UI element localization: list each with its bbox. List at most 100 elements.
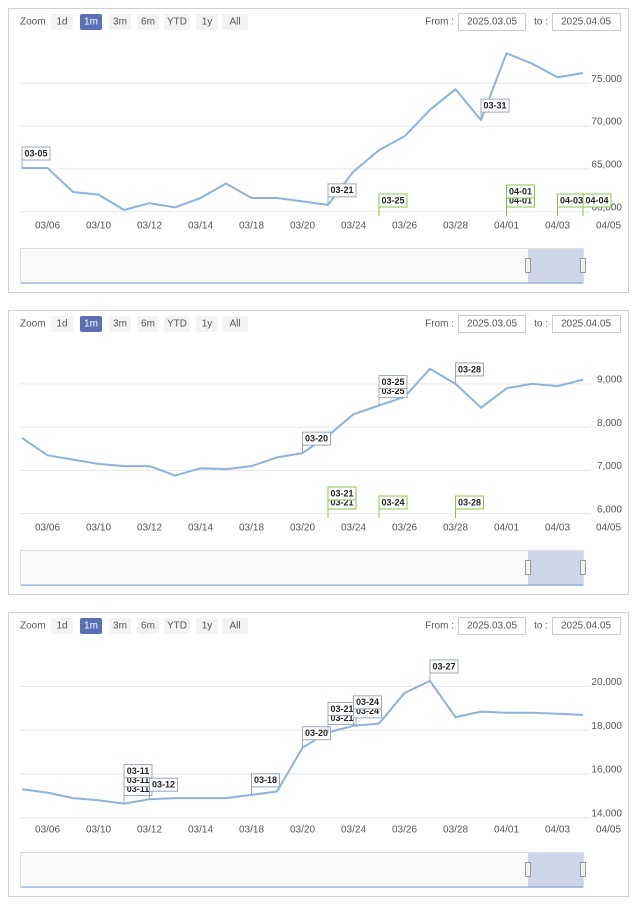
flag-box [302, 431, 331, 446]
flag: 03-12 [149, 777, 178, 800]
flag-box [378, 495, 408, 510]
flag-box [251, 773, 280, 788]
y-tick-label: 9,000 [597, 375, 622, 386]
x-tick-label: 04/05 [596, 825, 621, 836]
x-tick-label: 04/05 [596, 221, 621, 232]
zoom-button[interactable] [164, 618, 190, 634]
zoom-button[interactable] [80, 316, 102, 332]
y-tick-label: 65,000 [591, 160, 622, 171]
x-tick-label: 03/12 [137, 825, 162, 836]
zoom-button-label[interactable]: YTD [167, 319, 187, 330]
to-label: to : [534, 319, 548, 330]
zoom-button-label[interactable]: 1m [84, 319, 98, 330]
zoom-button-label[interactable]: 6m [141, 621, 155, 632]
zoom-button-label[interactable]: YTD [167, 17, 187, 28]
zoom-button[interactable] [51, 316, 73, 332]
navigator-handle[interactable] [525, 258, 531, 273]
zoom-button-label[interactable]: 3m [113, 621, 127, 632]
zoom-button[interactable] [109, 14, 131, 30]
navigator-handle[interactable] [580, 862, 586, 877]
zoom-button[interactable] [137, 14, 159, 30]
navigator-handle[interactable] [580, 258, 586, 273]
flag-box [455, 495, 484, 510]
zoom-label: Zoom [20, 319, 46, 330]
navigator-selection[interactable] [528, 249, 583, 283]
to-input[interactable] [552, 315, 621, 333]
zoom-button-label[interactable]: 6m [141, 319, 155, 330]
flag-label: 03-21 [330, 488, 353, 498]
zoom-button[interactable] [109, 618, 131, 634]
flag-box [429, 659, 459, 674]
zoom-button[interactable] [137, 618, 159, 634]
flag-label: 03-21 [330, 713, 353, 723]
navigator-handle[interactable] [580, 560, 586, 575]
zoom-button[interactable] [109, 316, 131, 332]
zoom-button-label[interactable]: All [229, 621, 240, 632]
zoom-button[interactable] [222, 316, 248, 332]
zoom-button-label[interactable]: 1m [84, 17, 98, 28]
zoom-button[interactable] [196, 14, 218, 30]
zoom-button-label[interactable]: 1d [56, 621, 67, 632]
to-input[interactable] [552, 617, 621, 635]
from-input[interactable] [458, 13, 526, 31]
x-tick-label: 03/28 [443, 825, 468, 836]
zoom-button-label[interactable]: 1d [56, 17, 67, 28]
flag-label: 03-24 [356, 697, 379, 707]
zoom-button-label[interactable]: All [229, 319, 240, 330]
x-tick-label: 03/14 [188, 221, 213, 232]
flag-label: 03-11 [127, 784, 150, 794]
flag-label: 03-21 [330, 185, 353, 195]
zoom-button-label[interactable]: 6m [141, 17, 155, 28]
flag: 03-25 [378, 193, 408, 216]
zoom-button-label[interactable]: YTD [167, 621, 187, 632]
from-input[interactable] [458, 315, 526, 333]
zoom-button[interactable] [164, 316, 190, 332]
zoom-button[interactable] [222, 618, 248, 634]
x-tick-label: 04/03 [545, 523, 570, 534]
zoom-button-label[interactable]: 1m [84, 621, 98, 632]
zoom-button-label[interactable]: 3m [113, 319, 127, 330]
zoom-button[interactable] [196, 316, 218, 332]
zoom-button-label[interactable]: 1y [202, 17, 213, 28]
zoom-button[interactable] [80, 618, 102, 634]
zoom-button[interactable] [222, 14, 248, 30]
y-tick-label: 8,000 [597, 418, 622, 429]
flag: 04-04 [582, 193, 612, 216]
zoom-button-label[interactable]: All [229, 17, 240, 28]
flag: 03-20 [302, 431, 331, 454]
x-tick-label: 04/05 [596, 523, 621, 534]
from-label: From : [425, 17, 454, 28]
x-tick-label: 03/26 [392, 825, 417, 836]
x-tick-label: 03/18 [239, 825, 264, 836]
from-input[interactable] [458, 617, 526, 635]
flag: 03-18 [251, 773, 280, 795]
zoom-button-label[interactable]: 1y [202, 319, 213, 330]
flag: 03-31 [480, 98, 510, 121]
flag: 04-01 [506, 184, 535, 216]
zoom-button[interactable] [51, 618, 73, 634]
zoom-button[interactable] [80, 14, 102, 30]
x-tick-label: 03/06 [35, 523, 60, 534]
zoom-button-label[interactable]: 1y [202, 621, 213, 632]
x-tick-label: 03/14 [188, 825, 213, 836]
navigator-selection[interactable] [528, 853, 583, 887]
zoom-button-label[interactable]: 1d [56, 319, 67, 330]
zoom-button[interactable] [51, 14, 73, 30]
to-input[interactable] [552, 13, 621, 31]
x-tick-label: 03/06 [35, 221, 60, 232]
zoom-button[interactable] [196, 618, 218, 634]
flag: 03-25 [378, 375, 408, 406]
flag-label: 03-31 [483, 100, 506, 110]
zoom-button[interactable] [137, 316, 159, 332]
navigator-selection[interactable] [528, 551, 583, 585]
zoom-button-label[interactable]: 3m [113, 17, 127, 28]
y-tick-label: 7,000 [597, 461, 622, 472]
flag-label: 03-21 [330, 704, 353, 714]
navigator-handle[interactable] [525, 560, 531, 575]
navigator-handle[interactable] [525, 862, 531, 877]
y-tick-label: 16,000 [591, 765, 622, 776]
x-tick-label: 03/20 [290, 523, 315, 534]
from-value: 2025.03.05 [467, 17, 517, 28]
zoom-button[interactable] [164, 14, 190, 30]
y-tick-label: 14,000 [591, 808, 622, 819]
